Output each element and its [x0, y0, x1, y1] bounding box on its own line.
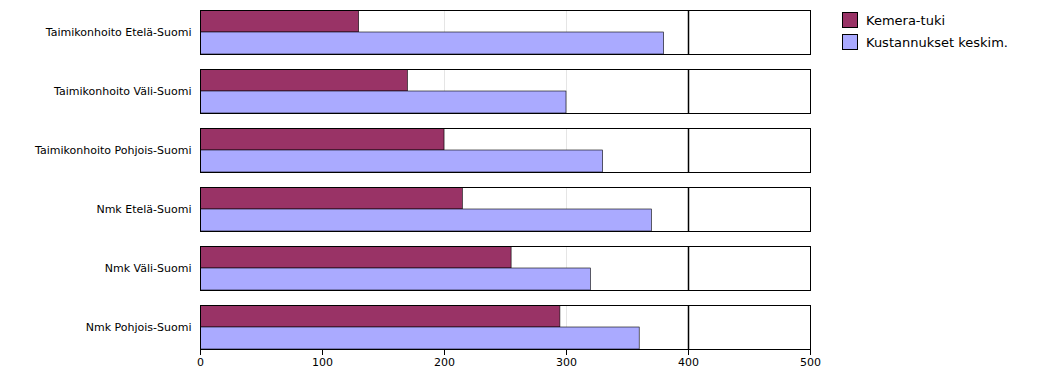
svg-text:200: 200 — [434, 356, 455, 369]
html-text:Kustannukset keskim.: Kustannukset keskim. — [866, 34, 1008, 50]
svg-text:Taimikonhoito Pohjois-Suomi: Taimikonhoito Pohjois-Suomi — [34, 144, 191, 157]
svg-text:Taimikonhoito Etelä-Suomi: Taimikonhoito Etelä-Suomi — [45, 26, 192, 39]
svg-text:Taimikonhoito Väli-Suomi: Taimikonhoito Väli-Suomi — [53, 85, 191, 98]
svg-text:Nmk Etelä-Suomi: Nmk Etelä-Suomi — [96, 203, 191, 216]
svg-text:100: 100 — [312, 356, 333, 369]
html-text:Kemera-tuki: Kemera-tuki — [866, 12, 945, 28]
svg-text:300: 300 — [556, 356, 577, 369]
svg-text:Nmk Pohjois-Suomi: Nmk Pohjois-Suomi — [86, 321, 192, 334]
svg-text:Nmk Väli-Suomi: Nmk Väli-Suomi — [105, 262, 192, 275]
svg-text:500: 500 — [800, 356, 821, 369]
svg-text:400: 400 — [678, 356, 699, 369]
svg-text:0: 0 — [197, 356, 204, 369]
